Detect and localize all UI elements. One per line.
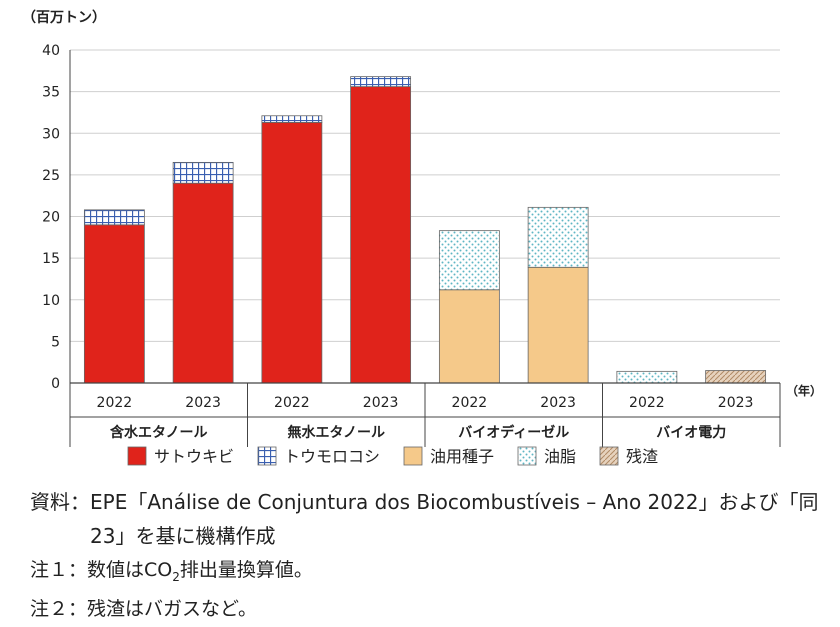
legend-label: トウモロコシ (284, 447, 380, 466)
legend-swatch (403, 446, 423, 466)
note1-co: CO (144, 559, 173, 581)
note-1: 注１：数値はCO2排出量換算値。 (30, 555, 830, 592)
source-prefix: 資料： (30, 490, 90, 514)
y-tick-label: 20 (42, 210, 60, 226)
bar-トウモロコシ (172, 161, 234, 184)
y-tick-label: 35 (42, 85, 60, 101)
note1-subscript: 2 (172, 569, 180, 584)
bar-油脂 (527, 206, 589, 268)
bar-油用種子 (438, 289, 500, 384)
legend-swatch (599, 446, 619, 466)
bar-トウモロコシ (83, 209, 145, 226)
x-tick-year: 2023 (185, 395, 221, 411)
x-group-label: バイオ電力 (656, 424, 726, 441)
legend-label: 油用種子 (430, 447, 494, 466)
note1-prefix: 注１：数値は (30, 559, 145, 581)
notes-block: 資料： EPE「Análise de Conjuntura dos Biocom… (30, 485, 830, 624)
x-tick-year: 2022 (452, 395, 488, 411)
note-2: 注２：残渣はバガスなど。 (30, 597, 258, 620)
x-tick-year: 2023 (718, 395, 754, 411)
y-tick-label: 0 (51, 376, 60, 392)
y-tick-label: 25 (42, 168, 60, 184)
bar-油用種子 (527, 266, 589, 384)
source-text: EPE「Análise de Conjuntura dos Biocombust… (90, 490, 819, 548)
bar-サトウキビ (350, 86, 412, 384)
legend-swatch (127, 446, 147, 466)
x-tick-year: 2022 (274, 395, 310, 411)
source-note: 資料： EPE「Análise de Conjuntura dos Biocom… (30, 485, 830, 553)
bar-サトウキビ (261, 122, 323, 384)
legend-label: サトウキビ (154, 447, 234, 466)
x-group-label: 含水エタノール (110, 424, 208, 441)
x-tick-year: 2022 (629, 395, 665, 411)
bar-油脂 (616, 370, 678, 384)
y-tick-label: 10 (42, 293, 60, 309)
x-group-label: バイオディーゼル (458, 424, 569, 441)
legend-label: 残渣 (626, 447, 658, 466)
x-tick-year: 2023 (540, 395, 576, 411)
note1-rest: 排出量換算値。 (179, 559, 313, 581)
bar-サトウキビ (172, 182, 234, 384)
y-tick-label: 5 (51, 334, 60, 350)
bar-トウモロコシ (350, 76, 412, 88)
bar-トウモロコシ (261, 115, 323, 123)
y-tick-label: 30 (42, 126, 60, 142)
x-unit-label: （年） (786, 383, 822, 398)
y-unit-label: （百万トン） (22, 10, 106, 26)
y-tick-label: 15 (42, 251, 60, 267)
x-group-label: 無水エタノール (287, 424, 385, 441)
x-tick-year: 2023 (363, 395, 399, 411)
legend-swatch (257, 446, 277, 466)
bar-chart: （百万トン） （年） 0 5 10 15 20 25 30 35 40 2022 2023 含水エタノ… (22, 10, 822, 466)
bar-油脂 (438, 230, 500, 291)
bar-残渣 (705, 370, 767, 384)
legend-swatch (517, 446, 537, 466)
bar-サトウキビ (83, 224, 145, 384)
y-tick-label: 40 (42, 43, 60, 59)
x-tick-year: 2022 (97, 395, 133, 411)
legend-label: 油脂 (544, 447, 576, 466)
